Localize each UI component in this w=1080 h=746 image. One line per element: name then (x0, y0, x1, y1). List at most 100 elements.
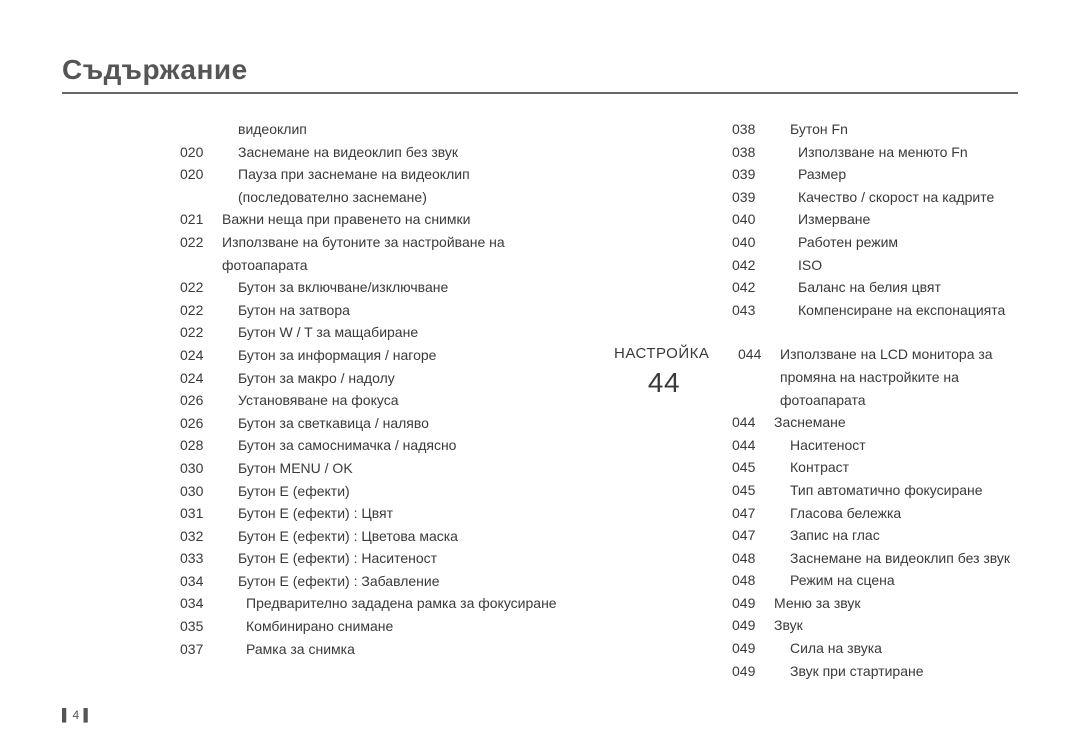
toc-number: 034 (180, 570, 222, 593)
toc-text: Пауза при заснемане на видеоклип (послед… (222, 163, 584, 208)
toc-entry: 038Бутон Fn (732, 118, 1018, 141)
toc-number: 022 (180, 231, 222, 276)
toc-entry: 022Бутон за включване/изключване (180, 276, 584, 299)
toc-entry: 042Баланс на белия цвят (732, 276, 1018, 299)
toc-text: Бутон Fn (774, 118, 1018, 141)
toc-entry: 049Звук (732, 614, 1018, 637)
toc-text: Меню за звук (774, 592, 1018, 615)
toc-entry: 024Бутон за макро / надолу (180, 367, 584, 390)
toc-text: Компенсиране на експонацията (774, 299, 1018, 322)
toc-number: 024 (180, 344, 222, 367)
toc-entry: 049Звук при стартиране (732, 660, 1018, 683)
toc-text: Бутон MENU / OK (222, 457, 584, 480)
toc-text: Гласова бележка (774, 502, 1018, 525)
toc-number: 045 (732, 456, 774, 479)
toc-entry: 024Бутон за информация / нагоре (180, 344, 584, 367)
toc-entry: 038Използване на менюто Fn (732, 141, 1018, 164)
toc-number: 032 (180, 525, 222, 548)
toc-entry: 044Заснемане (732, 411, 1018, 434)
toc-entry: 043Компенсиране на експонацията (732, 299, 1018, 322)
toc-number: 022 (180, 276, 222, 299)
toc-text: Наситеност (774, 434, 1018, 457)
page-num-decor: ▐ (79, 708, 90, 722)
toc-text: Бутон за самоснимачка / надясно (222, 434, 584, 457)
toc-number: 030 (180, 457, 222, 480)
left-column: видеоклип020Заснемане на видеоклип без з… (62, 118, 584, 682)
toc-entry: 028Бутон за самоснимачка / надясно (180, 434, 584, 457)
toc-number: 026 (180, 389, 222, 412)
toc-text: Бутон за макро / надолу (222, 367, 584, 390)
toc-entry: видеоклип (180, 118, 584, 141)
section-label-text: НАСТРОЙКА (614, 345, 709, 362)
toc-entry: 039Качество / скорост на кадрите (732, 186, 1018, 209)
toc-entry: 047Гласова бележка (732, 502, 1018, 525)
toc-text: Бутон за включване/изключване (222, 276, 584, 299)
toc-entry: 026Установяване на фокуса (180, 389, 584, 412)
toc-number: 021 (180, 208, 222, 231)
toc-number: 037 (180, 638, 222, 661)
toc-entry: 020Пауза при заснемане на видеоклип (пос… (180, 163, 584, 208)
toc-entry: 022Бутон на затвора (180, 299, 584, 322)
toc-text: Сила на звука (774, 637, 1018, 660)
toc-number: 040 (732, 231, 774, 254)
toc-text: Бутон E (ефекти) : Забавление (222, 570, 584, 593)
toc-number: 045 (732, 479, 774, 502)
toc-number: 048 (732, 547, 774, 570)
section-label: НАСТРОЙКА 44 (614, 343, 738, 400)
toc-number: 022 (180, 299, 222, 322)
toc-text: Звук (774, 614, 1018, 637)
toc-entry: 049Сила на звука (732, 637, 1018, 660)
toc-number: 022 (180, 321, 222, 344)
toc-number: 047 (732, 502, 774, 525)
toc-text: ISO (774, 254, 1018, 277)
toc-text: Бутон E (ефекти) : Цветова маска (222, 525, 584, 548)
toc-number: 026 (180, 412, 222, 435)
toc-number: 028 (180, 434, 222, 457)
toc-number: 039 (732, 163, 774, 186)
toc-text: Бутон за светкавица / наляво (222, 412, 584, 435)
toc-text: Използване на менюто Fn (774, 141, 1018, 164)
right-column-bottom: 044Заснемане044Наситеност045Контраст045Т… (614, 411, 1018, 682)
toc-entry: 042ISO (732, 254, 1018, 277)
toc-text: Качество / скорост на кадрите (774, 186, 1018, 209)
toc-number: 033 (180, 547, 222, 570)
page: Съдържание видеоклип020Заснемане на виде… (0, 0, 1080, 746)
toc-text: Рамка за снимка (222, 638, 584, 661)
toc-text: Важни неща при правенето на снимки (222, 208, 584, 231)
toc-entry: 020Заснемане на видеоклип без звук (180, 141, 584, 164)
section-big-number: 44 (614, 366, 732, 400)
toc-entry: 040Измерване (732, 208, 1018, 231)
toc-text: Бутон E (ефекти) : Цвят (222, 502, 584, 525)
columns: видеоклип020Заснемане на видеоклип без з… (62, 118, 1018, 682)
toc-number: 024 (180, 367, 222, 390)
toc-number: 049 (732, 614, 774, 637)
toc-entry: 021Важни неща при правенето на снимки (180, 208, 584, 231)
toc-text: Заснемане (774, 411, 1018, 434)
toc-number: 039 (732, 186, 774, 209)
right-column: 038Бутон Fn038Използване на менюто Fn039… (614, 118, 1018, 682)
toc-text: Запис на глас (774, 524, 1018, 547)
toc-number: 047 (732, 524, 774, 547)
toc-text: Използване на LCD монитора за промяна на… (780, 343, 1018, 411)
toc-entry: 026Бутон за светкавица / наляво (180, 412, 584, 435)
toc-text: Комбинирано снимане (222, 615, 584, 638)
right-column-top: 038Бутон Fn038Използване на менюто Fn039… (614, 118, 1018, 321)
toc-text: Баланс на белия цвят (774, 276, 1018, 299)
toc-entry: 048Режим на сцена (732, 569, 1018, 592)
toc-number: 040 (732, 208, 774, 231)
toc-entry: 035Комбинирано снимане (180, 615, 584, 638)
toc-entry: 032Бутон E (ефекти) : Цветова маска (180, 525, 584, 548)
toc-number: 020 (180, 163, 222, 208)
toc-entry: 044Наситеност (732, 434, 1018, 457)
toc-entry: 030Бутон E (ефекти) (180, 480, 584, 503)
toc-text: Размер (774, 163, 1018, 186)
toc-text: Бутон E (ефекти) : Наситеност (222, 547, 584, 570)
toc-number: 042 (732, 276, 774, 299)
toc-text: Бутон W / T за мащабиране (222, 321, 584, 344)
toc-entry: 022Използване на бутоните за настройване… (180, 231, 584, 276)
toc-number: 034 (180, 592, 222, 615)
toc-number: 049 (732, 660, 774, 683)
toc-entry: 022Бутон W / T за мащабиране (180, 321, 584, 344)
toc-text: Установяване на фокуса (222, 389, 584, 412)
toc-text: Заснемане на видеоклип без звук (774, 547, 1018, 570)
